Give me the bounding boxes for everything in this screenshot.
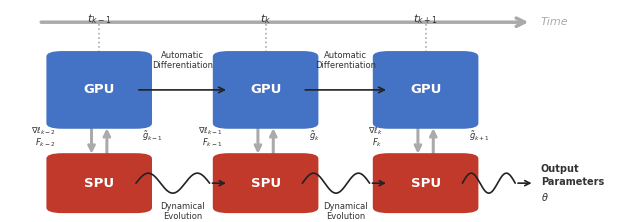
FancyBboxPatch shape bbox=[372, 51, 479, 129]
FancyBboxPatch shape bbox=[372, 153, 479, 213]
Text: $\tilde{g}_{k+1}$: $\tilde{g}_{k+1}$ bbox=[468, 130, 490, 143]
Text: $F_k$: $F_k$ bbox=[372, 137, 383, 149]
FancyBboxPatch shape bbox=[212, 51, 319, 129]
FancyBboxPatch shape bbox=[47, 153, 152, 213]
Text: $F_{k-1}$: $F_{k-1}$ bbox=[202, 137, 223, 149]
Text: $\tilde{g}_k$: $\tilde{g}_k$ bbox=[309, 130, 320, 143]
Text: $t_k$: $t_k$ bbox=[260, 12, 271, 26]
Text: Dynamical
Evolution: Dynamical Evolution bbox=[323, 202, 368, 221]
Text: $\nabla\ell_{k-1}$: $\nabla\ell_{k-1}$ bbox=[198, 125, 223, 137]
Text: SPU: SPU bbox=[84, 177, 115, 190]
Text: Dynamical
Evolution: Dynamical Evolution bbox=[160, 202, 205, 221]
Text: $t_{k-1}$: $t_{k-1}$ bbox=[87, 12, 111, 26]
Text: $F_{k-2}$: $F_{k-2}$ bbox=[35, 137, 56, 149]
FancyBboxPatch shape bbox=[212, 153, 319, 213]
FancyBboxPatch shape bbox=[47, 51, 152, 129]
Text: SPU: SPU bbox=[410, 177, 441, 190]
Text: GPU: GPU bbox=[250, 83, 282, 96]
Text: Output
Parameters
$\theta$: Output Parameters $\theta$ bbox=[541, 164, 604, 203]
Text: $\nabla\ell_k$: $\nabla\ell_k$ bbox=[368, 125, 383, 137]
Text: GPU: GPU bbox=[410, 83, 442, 96]
Text: $t_{k+1}$: $t_{k+1}$ bbox=[413, 12, 438, 26]
Text: Time: Time bbox=[541, 17, 568, 27]
Text: Automatic
Differentiation: Automatic Differentiation bbox=[315, 51, 376, 70]
Text: $\tilde{g}_{k-1}$: $\tilde{g}_{k-1}$ bbox=[143, 130, 164, 143]
Text: GPU: GPU bbox=[83, 83, 115, 96]
Text: $\nabla\ell_{k-2}$: $\nabla\ell_{k-2}$ bbox=[31, 125, 56, 137]
Text: SPU: SPU bbox=[250, 177, 281, 190]
Text: Automatic
Differentiation: Automatic Differentiation bbox=[152, 51, 213, 70]
